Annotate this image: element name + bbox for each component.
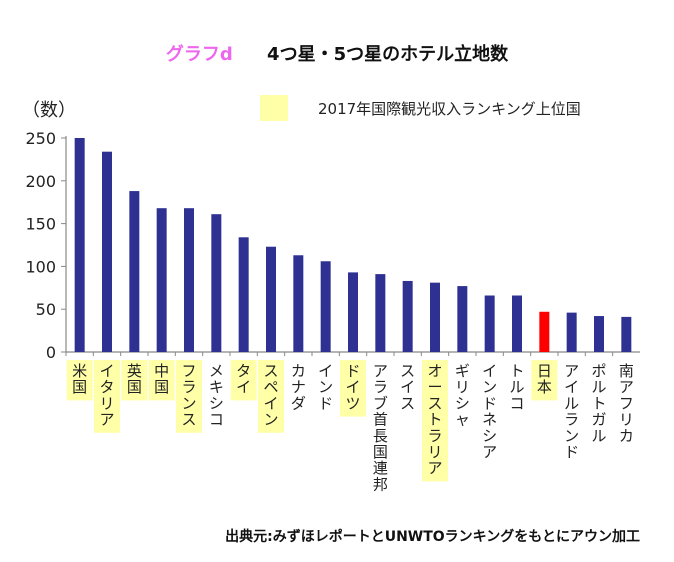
bar — [402, 280, 413, 352]
bar — [238, 237, 249, 352]
category-label: 中国 — [154, 362, 169, 396]
category-label-highlight — [121, 360, 148, 401]
category-label-highlight — [176, 360, 202, 433]
category-label: インド — [318, 362, 333, 412]
category-label: フランス — [181, 362, 196, 429]
category-label: 英国 — [127, 362, 142, 396]
category-label: アラブ首長国連邦 — [373, 362, 388, 493]
category-label: オーストラリア — [427, 362, 442, 477]
bar — [184, 208, 194, 352]
category-label: カナダ — [291, 362, 306, 412]
bar — [566, 312, 577, 352]
category-label: イタリア — [99, 362, 114, 429]
bar — [484, 295, 495, 352]
category-label: ギリシャ — [455, 362, 470, 429]
y-tick-label: 50 — [36, 300, 56, 319]
bar — [102, 151, 112, 352]
bar — [293, 255, 304, 352]
category-label: ドイツ — [345, 362, 360, 412]
category-label-highlight — [340, 360, 366, 417]
category-label-highlight — [531, 360, 558, 401]
category-label: 米国 — [72, 362, 87, 396]
bar — [457, 286, 468, 352]
legend-entry: 2017年国際観光収入ランキング上位国 — [318, 100, 581, 118]
category-label-highlight — [422, 360, 448, 482]
graph-label: グラフd — [165, 44, 233, 65]
bar — [348, 272, 358, 352]
y-tick-label: 0 — [46, 343, 56, 362]
category-label: ポルトガル — [591, 362, 606, 445]
category-label: スペイン — [263, 362, 278, 429]
chart-title-row: グラフd 4つ星・5つ星のホテル立地数 — [0, 40, 674, 66]
category-label: 南アフリカ — [619, 362, 634, 445]
bar — [375, 274, 386, 352]
y-tick-label: 200 — [25, 172, 56, 191]
bar — [320, 261, 331, 352]
bar — [539, 311, 550, 352]
category-label: 日本 — [537, 362, 552, 396]
bar — [156, 208, 167, 352]
y-tick-label: 100 — [25, 257, 56, 276]
y-tick-label: 150 — [25, 215, 56, 234]
bar — [129, 191, 140, 352]
category-label-highlight — [66, 360, 93, 401]
category-label-highlight — [94, 360, 120, 433]
bar — [621, 316, 632, 352]
category-label: メキシコ — [209, 362, 224, 429]
bar — [430, 282, 440, 352]
chart-title: 4つ星・5つ星のホテル立地数 — [267, 44, 509, 65]
category-label: インドネシア — [482, 362, 497, 461]
y-tick-label: 250 — [25, 129, 56, 148]
bar — [594, 316, 604, 352]
source-note: 出典元:みずほレポートとUNWTOランキングをもとにアウン加工 — [225, 529, 640, 545]
category-label-highlight — [148, 360, 175, 401]
bar — [211, 214, 222, 352]
category-label-highlight — [230, 360, 257, 401]
bar — [74, 138, 85, 352]
bar — [512, 295, 522, 352]
category-label: スイス — [400, 362, 415, 412]
category-label: トルコ — [509, 362, 524, 412]
category-label: アイルランド — [564, 362, 579, 461]
category-label: タイ — [236, 362, 251, 396]
bar — [266, 246, 276, 352]
y-axis-label: （数） — [22, 100, 76, 121]
legend-swatch — [260, 95, 288, 121]
category-label-highlight — [258, 360, 284, 433]
